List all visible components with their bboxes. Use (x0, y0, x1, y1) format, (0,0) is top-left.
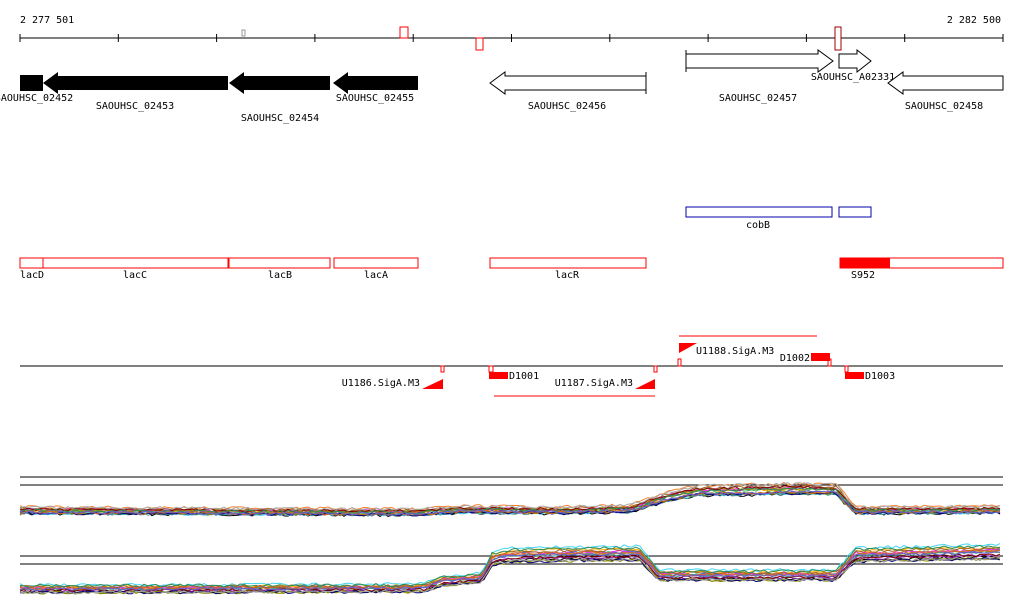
promoter-site (440, 365, 445, 373)
expression-minus-lines (19, 543, 1001, 595)
promoter-label-u1186: U1186.SigA.M3 (342, 378, 420, 389)
annotation-label-lacb: lacB (268, 270, 292, 281)
expression-line (19, 553, 1001, 593)
gene-label-saouhsc-a02331: SAOUHSC_A02331 (811, 72, 895, 83)
gene-label-saouhsc-02454: SAOUHSC_02454 (241, 113, 319, 124)
gene-label-saouhsc-02455: SAOUHSC_02455 (336, 93, 414, 104)
gene-arrow-saouhsc-02456[interactable] (489, 71, 647, 95)
terminator-d1003-box[interactable] (845, 372, 864, 379)
expression-track-plus (19, 476, 1003, 518)
expression-line (19, 556, 1001, 595)
regulatory-track: U1186.SigA.M3 D1001 U1187.SigA.M3 U1188.… (20, 335, 1003, 397)
expression-plus-lines (19, 481, 1001, 518)
terminator-site (488, 365, 494, 373)
gene-arrow-saouhsc-02453[interactable] (43, 72, 228, 94)
gene-arrow-saouhsc-02457[interactable] (685, 49, 834, 73)
promoter-label-u1187: U1187.SigA.M3 (555, 378, 633, 389)
gene-arrow-saouhsc-02454[interactable] (229, 72, 330, 94)
promoter-u1187-flag[interactable] (635, 379, 655, 389)
expression-line (19, 551, 1001, 592)
promoter-site (677, 358, 682, 367)
promoter-site (653, 365, 658, 373)
annotation-track: lacD lacC lacB lacA lacR S952 (19, 257, 1004, 281)
terminator-d1002-box[interactable] (811, 353, 830, 361)
ruler-marker (399, 26, 409, 39)
gene-label-saouhsc-02456: SAOUHSC_02456 (528, 101, 606, 112)
expression-line (19, 490, 1000, 516)
gene-arrow-saouhsc-a02331[interactable] (838, 48, 872, 74)
ruler-marker (834, 26, 842, 51)
ruler-start-label: 2 277 501 (20, 15, 74, 26)
terminator-label-d1002: D1002 (780, 353, 810, 364)
gene-track: SAOUHSC_02452 SAOUHSC_02453 SAOUHSC_0245… (0, 48, 1004, 124)
terminator-label-d1003: D1003 (865, 371, 895, 382)
gene-label-saouhsc-02453: SAOUHSC_02453 (96, 101, 174, 112)
gene-label-saouhsc-02452: SAOUHSC_02452 (0, 93, 73, 104)
terminator-d1001-box[interactable] (489, 372, 508, 379)
expression-line (19, 544, 1001, 588)
ruler-marker (241, 29, 246, 37)
annotation-box-lacb[interactable] (228, 257, 331, 269)
feature-box-cobb[interactable] (685, 206, 833, 218)
annotation-box-lacr[interactable] (489, 257, 647, 269)
gene-arrow-saouhsc-02452[interactable] (20, 75, 43, 91)
ruler-ticks (19, 34, 1004, 42)
gene-arrow-saouhsc-02455[interactable] (333, 72, 418, 94)
gene-arrow-saouhsc-02458[interactable] (887, 71, 1004, 95)
expression-line (19, 546, 1001, 589)
feature-box-cobb-part[interactable] (838, 206, 872, 218)
annotation-label-lacd: lacD (20, 270, 44, 281)
blue-feature-track: cobB (685, 206, 872, 231)
annotation-label-laca: lacA (364, 270, 388, 281)
annotation-box-laca[interactable] (333, 257, 419, 269)
expression-line (19, 482, 1001, 511)
expression-line (19, 549, 1001, 591)
gene-label-saouhsc-02458: SAOUHSC_02458 (905, 101, 983, 112)
coordinate-ruler: 2 277 501 2 282 500 (19, 15, 1004, 51)
feature-label-cobb: cobB (746, 220, 770, 231)
promoter-u1188-flag[interactable] (679, 343, 697, 353)
promoter-u1186-flag[interactable] (422, 379, 443, 389)
annotation-label-lacr: lacR (555, 270, 580, 281)
annotation-fill-s952 (840, 258, 890, 268)
annotation-label-s952: S952 (851, 270, 875, 281)
expression-track-minus (19, 543, 1003, 595)
promoter-label-u1188: U1188.SigA.M3 (696, 346, 774, 357)
gene-label-saouhsc-02457: SAOUHSC_02457 (719, 93, 797, 104)
annotation-box-lacd[interactable] (19, 257, 44, 269)
ruler-end-label: 2 282 500 (947, 15, 1001, 26)
annotation-label-lacc: lacC (123, 270, 147, 281)
terminator-label-d1001: D1001 (509, 371, 539, 382)
terminator-site (844, 365, 849, 373)
annotation-box-lacc[interactable] (42, 257, 229, 269)
ruler-marker (475, 37, 484, 51)
